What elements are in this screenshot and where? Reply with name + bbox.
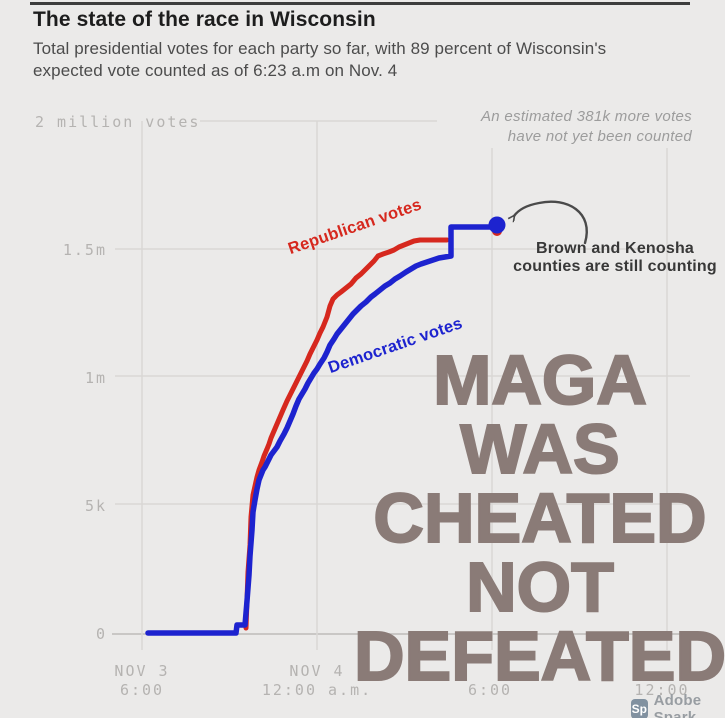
overlay-line-5: DEFEATED	[353, 617, 725, 695]
x-tick-date: NOV 4	[289, 662, 345, 680]
x-tick-time: 12:00 a.m.	[261, 681, 373, 699]
y-axis-tick-0: 0	[95, 625, 107, 643]
counting-line1: Brown and Kenosha	[535, 240, 695, 257]
x-axis-tick-6am: 6:00	[420, 662, 560, 700]
adobe-spark-icon: Sp	[631, 699, 648, 718]
x-tick-time: 6:00	[467, 681, 513, 699]
counting-line2: counties are still counting	[513, 258, 717, 275]
meme-overlay-text: MAGA WAS CHEATED NOT DEFEATED	[352, 341, 725, 695]
uncounted-line2: have not yet been counted	[507, 128, 692, 145]
overlay-line-2: WAS	[459, 410, 620, 488]
x-tick-time: 12:00	[634, 681, 690, 699]
chart-subtitle: Total presidential votes for each party …	[33, 39, 607, 80]
democratic-endpoint-dot	[488, 216, 506, 234]
adobe-spark-label: Adobe Spark	[653, 692, 702, 718]
annotation-arrow	[514, 200, 588, 245]
y-axis-tick-1m: 1m	[84, 369, 107, 387]
overlay-line-3: CHEATED	[372, 479, 707, 557]
adobe-spark-watermark: Sp Adobe Spark	[631, 692, 725, 718]
counties-counting-annotation: Brown and Kenosha counties are still cou…	[503, 240, 725, 276]
y-axis-tick-500k: 5k	[84, 497, 107, 515]
democratic-line	[145, 224, 498, 636]
republican-line	[243, 237, 450, 631]
y-axis-label-2m: 2 million votes	[35, 113, 201, 131]
chart-title: The state of the race in Wisconsin	[33, 8, 376, 31]
overlay-line-4: NOT	[465, 548, 615, 626]
uncounted-votes-annotation: An estimated 381k more votes have not ye…	[481, 107, 692, 147]
x-axis-tick-12pm: 12:00	[592, 662, 725, 700]
overlay-line-1: MAGA	[432, 341, 648, 419]
x-tick-date: NOV 3	[114, 662, 170, 680]
top-border-rule	[30, 2, 690, 5]
x-tick-time: 6:00	[119, 681, 165, 699]
x-axis-tick-nov4: NOV 4 12:00 a.m.	[247, 662, 387, 700]
y-axis-tick-1-5m: 1.5m	[62, 241, 107, 259]
x-axis-tick-nov3: NOV 3 6:00	[72, 662, 212, 700]
uncounted-line1: An estimated 381k more votes	[480, 108, 692, 125]
